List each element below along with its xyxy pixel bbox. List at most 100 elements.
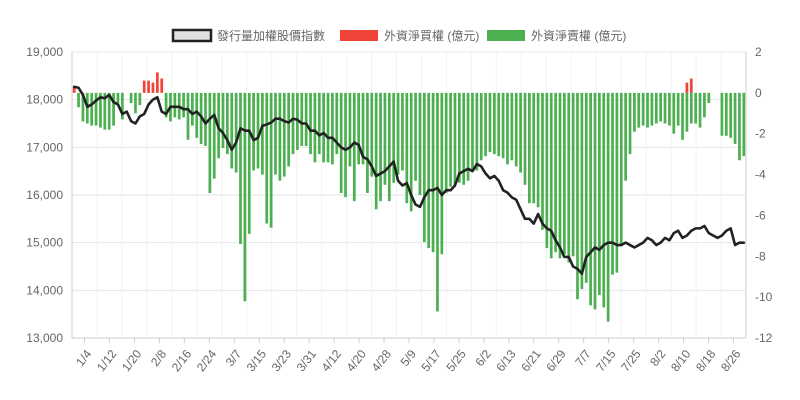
sell-bar xyxy=(103,92,107,130)
legend-item-buy: 外資淨買權 (億元) xyxy=(340,29,479,43)
legend-swatch-sell xyxy=(487,30,525,41)
sell-bar xyxy=(611,92,614,275)
sell-bar xyxy=(615,92,619,273)
x-tick-label: 8/26 xyxy=(718,347,744,374)
sell-bar xyxy=(348,92,352,167)
right-tick-label: -4 xyxy=(755,168,766,182)
sell-bar xyxy=(619,92,623,245)
sell-bar xyxy=(466,92,470,181)
left-tick-label: 19,000 xyxy=(26,45,63,59)
sell-bar xyxy=(449,92,452,187)
sell-bar xyxy=(129,92,133,104)
sell-bar xyxy=(436,92,439,312)
sell-bar xyxy=(602,92,606,308)
sell-bar xyxy=(90,92,94,126)
sell-bar xyxy=(274,92,277,175)
sell-bar xyxy=(357,92,361,165)
sell-bar xyxy=(296,92,299,151)
sell-bar xyxy=(506,92,509,165)
sell-bar xyxy=(663,92,667,124)
legend-swatch-buy xyxy=(340,30,378,41)
bars xyxy=(72,72,746,322)
sell-bar xyxy=(107,92,111,130)
sell-bar xyxy=(641,92,645,126)
x-tick-label: 2/16 xyxy=(169,347,195,374)
sell-bar xyxy=(707,92,711,104)
sell-bar xyxy=(387,92,391,202)
gridlines xyxy=(71,51,747,339)
sell-bar xyxy=(81,92,85,122)
sell-bar xyxy=(427,92,431,249)
x-tick-label: 3/7 xyxy=(223,347,245,369)
sell-bar xyxy=(589,92,592,306)
legend-label-sell: 外資淨賣權 (億元) xyxy=(531,28,626,43)
sell-bar xyxy=(422,92,426,242)
legend-label-index: 發行量加權股價指數 xyxy=(217,28,325,43)
buy-bar xyxy=(72,86,76,93)
sell-bar xyxy=(576,92,579,300)
legend: 發行量加權股價指數 外資淨買權 (億元) 外資淨賣權 (億元) xyxy=(171,28,626,43)
sell-bar xyxy=(278,92,282,181)
sell-bar xyxy=(191,92,194,126)
sell-bar xyxy=(112,92,115,126)
sell-bar xyxy=(85,92,89,124)
x-tick-label: 7/25 xyxy=(618,347,644,374)
sell-bar xyxy=(637,92,641,128)
sell-bar xyxy=(523,92,527,185)
sell-bar xyxy=(164,92,168,118)
legend-swatch-index xyxy=(171,28,213,43)
left-tick-label: 18,000 xyxy=(26,93,63,107)
sell-bar xyxy=(282,92,286,177)
sell-bar xyxy=(252,92,255,171)
sell-bar xyxy=(479,92,483,161)
x-tick-label: 7/15 xyxy=(593,347,619,374)
sell-bar xyxy=(720,92,724,136)
sell-bar xyxy=(313,92,317,163)
sell-bar xyxy=(182,92,185,118)
sell-bar xyxy=(729,92,733,138)
sell-bar xyxy=(208,92,212,193)
x-tick-label: 4/28 xyxy=(369,347,395,374)
sell-bar xyxy=(352,92,356,202)
x-tick-label: 8/10 xyxy=(668,347,694,374)
sell-bar xyxy=(510,92,514,161)
x-tick-label: 4/12 xyxy=(319,347,345,374)
sell-bar xyxy=(558,92,562,259)
x-tick-label: 3/23 xyxy=(269,347,295,374)
sell-bar xyxy=(99,92,102,128)
sell-bar xyxy=(94,92,98,126)
sell-bar xyxy=(370,92,374,177)
sell-bar xyxy=(650,92,654,126)
sell-bar xyxy=(440,92,444,255)
sell-bar xyxy=(77,92,80,108)
x-tick-label: 6/29 xyxy=(543,347,569,374)
buy-bar xyxy=(689,78,693,93)
right-tick-label: -2 xyxy=(755,127,766,141)
sell-bar xyxy=(409,92,413,212)
sell-bar xyxy=(379,92,382,202)
sell-bar xyxy=(457,92,461,183)
sell-bar xyxy=(497,92,501,157)
sell-bar xyxy=(383,92,387,185)
sell-bar xyxy=(366,92,369,193)
sell-bar xyxy=(689,92,693,124)
sell-bar xyxy=(226,92,229,155)
left-tick-label: 16,000 xyxy=(26,188,63,202)
x-tick-label: 6/13 xyxy=(493,347,519,374)
sell-bar xyxy=(230,92,234,169)
sell-bar xyxy=(685,92,689,132)
sell-bar xyxy=(475,92,479,171)
sell-bar xyxy=(204,92,207,146)
sell-bar xyxy=(484,92,487,157)
sell-bar xyxy=(659,92,663,122)
sell-bar xyxy=(606,92,610,322)
x-tick-label: 2/8 xyxy=(148,347,170,369)
x-tick-label: 6/2 xyxy=(473,347,495,369)
x-tick-label: 2/24 xyxy=(194,347,220,374)
sell-bar xyxy=(593,92,597,310)
sell-bar xyxy=(195,92,199,138)
left-tick-label: 13,000 xyxy=(26,331,63,345)
sell-bar xyxy=(501,92,505,159)
sell-bar xyxy=(344,92,347,198)
